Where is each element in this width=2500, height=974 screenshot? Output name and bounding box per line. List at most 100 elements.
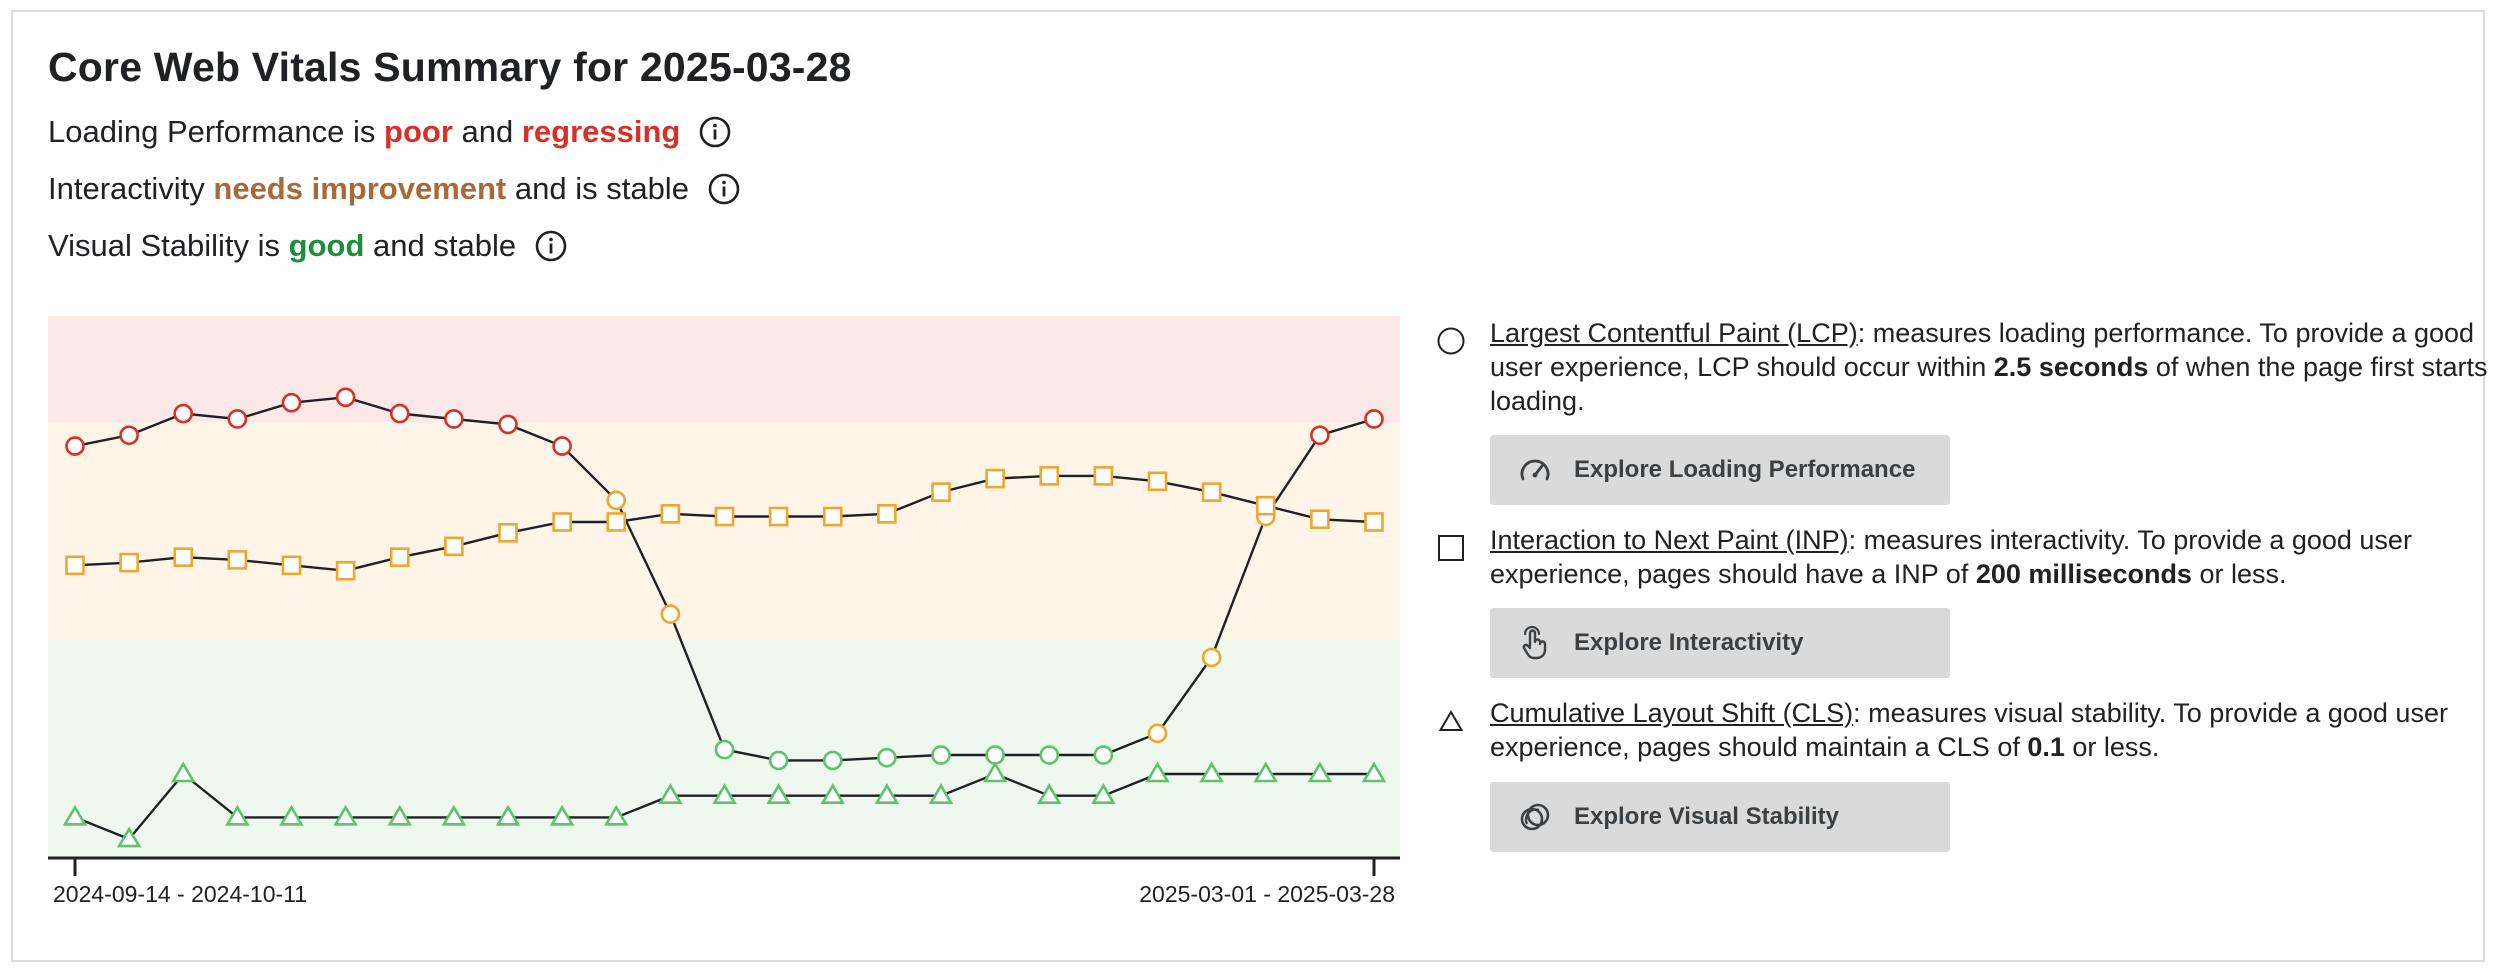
data-point-triangle [170, 761, 196, 783]
info-icon[interactable] [534, 229, 568, 263]
data-point-square [768, 506, 789, 527]
data-point-square [985, 468, 1005, 489]
data-point-square [714, 506, 735, 527]
info-icon[interactable] [698, 115, 732, 149]
data-point-triangle [658, 783, 683, 804]
explore-visual-stability-button[interactable]: Explore Visual Stability [1490, 782, 1950, 852]
data-point-square [660, 504, 681, 524]
data-point-circle [119, 425, 139, 446]
triangle-marker-icon [1438, 710, 1464, 731]
data-point-square [227, 550, 248, 570]
data-point-circle [877, 747, 897, 768]
data-point-triangle [820, 783, 846, 804]
speedometer-icon [1518, 453, 1552, 487]
data-point-square [65, 555, 85, 576]
data-point-square [1093, 466, 1114, 486]
data-point-triangle [225, 804, 250, 826]
overlapping-rings-icon [1518, 800, 1552, 834]
data-point-square [444, 536, 464, 557]
data-point-circle [281, 392, 302, 413]
data-point-triangle [495, 804, 521, 826]
data-point-triangle [928, 783, 954, 804]
status-trend: regressing [521, 114, 681, 149]
data-point-triangle [603, 804, 629, 826]
data-point-square [552, 512, 572, 532]
data-point-circle [660, 604, 681, 624]
data-point-circle [498, 414, 518, 435]
data-point-triangle [1307, 761, 1333, 783]
data-point-square [335, 560, 356, 581]
data-point-triangle [1199, 761, 1224, 783]
cls-link[interactable]: Cumulative Layout Shift (CLS) [1490, 698, 1854, 728]
pointer-hand-icon [1518, 626, 1552, 660]
data-point-triangle [1253, 761, 1279, 783]
data-point-circle [822, 750, 843, 771]
data-point-square [1310, 509, 1330, 530]
data-point-square [1364, 512, 1384, 532]
data-point-circle [931, 745, 951, 765]
data-point-square [389, 547, 410, 567]
data-point-circle [768, 750, 789, 771]
data-point-square [173, 547, 194, 567]
inp-link[interactable]: Interaction to Next Paint (INP) [1490, 525, 1849, 555]
series-layer [62, 387, 1387, 848]
data-point-circle [444, 409, 464, 429]
data-point-circle [1093, 745, 1114, 765]
data-point-triangle [116, 826, 142, 848]
square-marker-icon [1438, 535, 1464, 561]
status-text: and is stable [506, 171, 689, 206]
data-point-square [1147, 471, 1168, 492]
status-text: and stable [364, 228, 517, 263]
band-poor [48, 316, 1400, 422]
data-point-square [1039, 466, 1060, 486]
info-icon[interactable] [707, 172, 741, 206]
data-point-square [931, 482, 951, 502]
data-point-square [119, 552, 139, 573]
status-visual-stability: Visual Stability is good and stable [48, 228, 568, 264]
core-web-vitals-chart: 2024-09-14 - 2024-10-11 2025-03-01 - 202… [48, 316, 1400, 907]
explore-interactivity-button[interactable]: Explore Interactivity [1490, 608, 1950, 678]
status-text: and [452, 114, 522, 149]
data-point-triangle [333, 804, 358, 826]
data-point-circle [335, 387, 356, 408]
data-point-circle [65, 436, 85, 456]
data-point-triangle [982, 761, 1008, 783]
data-point-circle [1364, 409, 1384, 429]
explore-loading-performance-button[interactable]: Explore Loading Performance [1490, 435, 1950, 505]
status-quality: needs improvement [213, 171, 507, 206]
data-point-square [606, 512, 627, 532]
data-point-circle [606, 490, 627, 511]
band-needs-improvement [48, 422, 1400, 640]
status-loading-performance: Loading Performance is poor and regressi… [48, 114, 732, 150]
status-text: Interactivity [48, 171, 214, 206]
data-point-triangle [1036, 783, 1062, 804]
data-point-triangle [279, 804, 304, 826]
lcp-link[interactable]: Largest Contentful Paint (LCP) [1490, 318, 1858, 348]
status-interactivity: Interactivity needs improvement and is s… [48, 171, 741, 207]
data-point-square [877, 504, 897, 524]
page-title: Core Web Vitals Summary for 2025-03-28 [48, 44, 852, 90]
data-point-square [1201, 482, 1222, 502]
data-point-triangle [1091, 783, 1116, 804]
data-point-triangle [712, 783, 737, 804]
data-point-circle [227, 409, 248, 429]
x-axis-label-end: 2025-03-01 - 2025-03-28 [1139, 881, 1395, 907]
data-point-triangle [549, 804, 575, 826]
data-point-triangle [874, 783, 900, 804]
status-text: Visual Stability is [48, 228, 289, 263]
data-point-triangle [1145, 761, 1170, 783]
x-axis-label-start: 2024-09-14 - 2024-10-11 [53, 881, 307, 907]
data-point-square [498, 522, 518, 543]
circle-marker-icon [1437, 327, 1465, 355]
data-point-circle [552, 436, 572, 456]
status-quality: good [288, 228, 365, 263]
data-point-circle [714, 739, 735, 760]
data-point-triangle [387, 804, 413, 826]
data-point-circle [1147, 723, 1168, 744]
data-point-triangle [766, 783, 791, 804]
status-text: Loading Performance is [48, 114, 385, 149]
data-point-circle [985, 745, 1005, 765]
data-point-circle [389, 403, 410, 424]
data-point-square [822, 506, 843, 527]
data-point-triangle [441, 804, 467, 826]
